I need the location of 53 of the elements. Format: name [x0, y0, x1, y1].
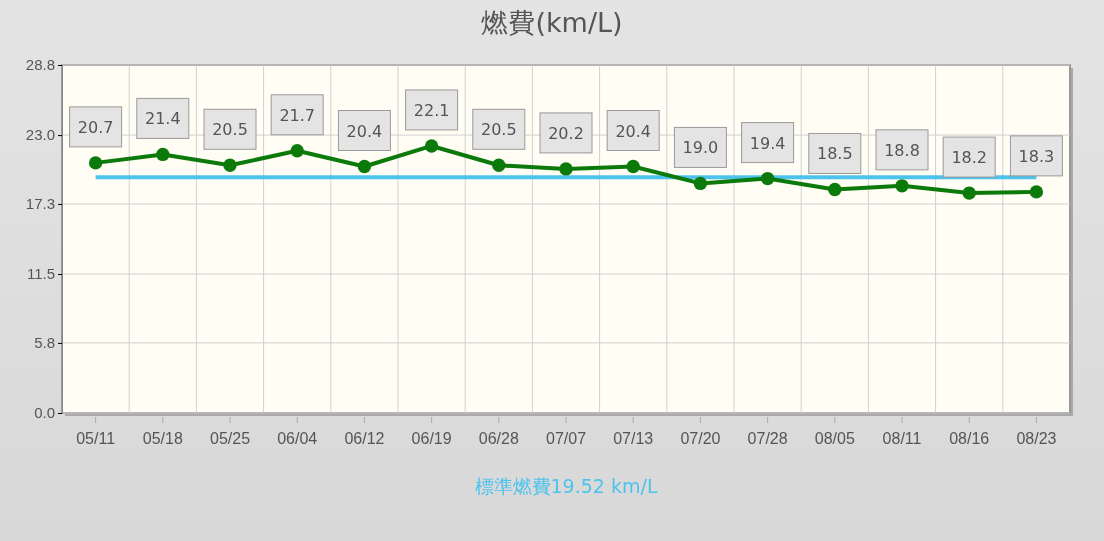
point: [895, 179, 909, 193]
point: [357, 159, 372, 174]
x-tick-label: 05/18: [142, 429, 183, 447]
data-label: 20.4: [346, 121, 383, 141]
x-tick-label: 07/07: [545, 429, 587, 447]
ref-line-label: 標準燃費19.52 km/L: [474, 475, 658, 497]
data-label: 19.0: [682, 138, 719, 158]
point: [156, 147, 170, 162]
y-tick-label: 0.0: [34, 404, 55, 422]
data-label: 20.7: [77, 117, 114, 137]
data-label: 20.2: [548, 123, 584, 143]
y-tick-label: 11.5: [26, 265, 55, 283]
data-label: 18.8: [884, 140, 920, 160]
y-tick-label: 17.3: [25, 195, 55, 213]
point: [760, 171, 775, 186]
data-label: 21.7: [279, 105, 316, 125]
point: [492, 158, 506, 172]
x-tick-label: 05/25: [209, 429, 251, 447]
point: [626, 159, 640, 174]
data-label: 18.3: [1018, 146, 1055, 166]
x-tick-label: 06/04: [277, 429, 318, 447]
data-label: 20.5: [480, 120, 517, 140]
data-label: 20.4: [615, 121, 652, 141]
data-label: 20.5: [212, 120, 248, 140]
x-tick-label: 06/19: [411, 429, 452, 447]
data-label: 22.1: [413, 100, 450, 120]
x-tick-label: 07/28: [747, 429, 788, 447]
x-tick-label: 08/11: [882, 429, 922, 447]
x-tick-label: 05/11: [76, 429, 116, 447]
point: [223, 158, 237, 172]
x-tick-label: 08/16: [949, 429, 990, 447]
x-tick-label: 06/12: [344, 429, 385, 447]
y-tick-label: 23.0: [25, 126, 55, 144]
point: [559, 162, 573, 176]
chart-title: 燃費(km/L): [481, 7, 623, 38]
x-tick-label: 07/13: [613, 429, 654, 447]
point: [962, 186, 976, 200]
point: [693, 176, 708, 191]
data-label: 19.4: [749, 133, 786, 153]
x-tick-label: 08/05: [814, 429, 855, 447]
x-tick-label: 07/20: [680, 429, 721, 447]
data-label: 18.5: [816, 144, 853, 164]
point: [424, 139, 439, 153]
x-tick-label: 08/23: [1016, 429, 1057, 447]
point: [290, 144, 304, 158]
point: [1029, 185, 1044, 199]
data-label: 21.4: [144, 109, 181, 129]
y-tick-label: 5.8: [34, 334, 55, 352]
data-label: 18.2: [951, 148, 988, 168]
x-tick-label: 06/28: [478, 429, 519, 447]
point: [828, 182, 842, 197]
y-tick-label: 28.8: [25, 56, 55, 74]
point: [88, 156, 103, 170]
